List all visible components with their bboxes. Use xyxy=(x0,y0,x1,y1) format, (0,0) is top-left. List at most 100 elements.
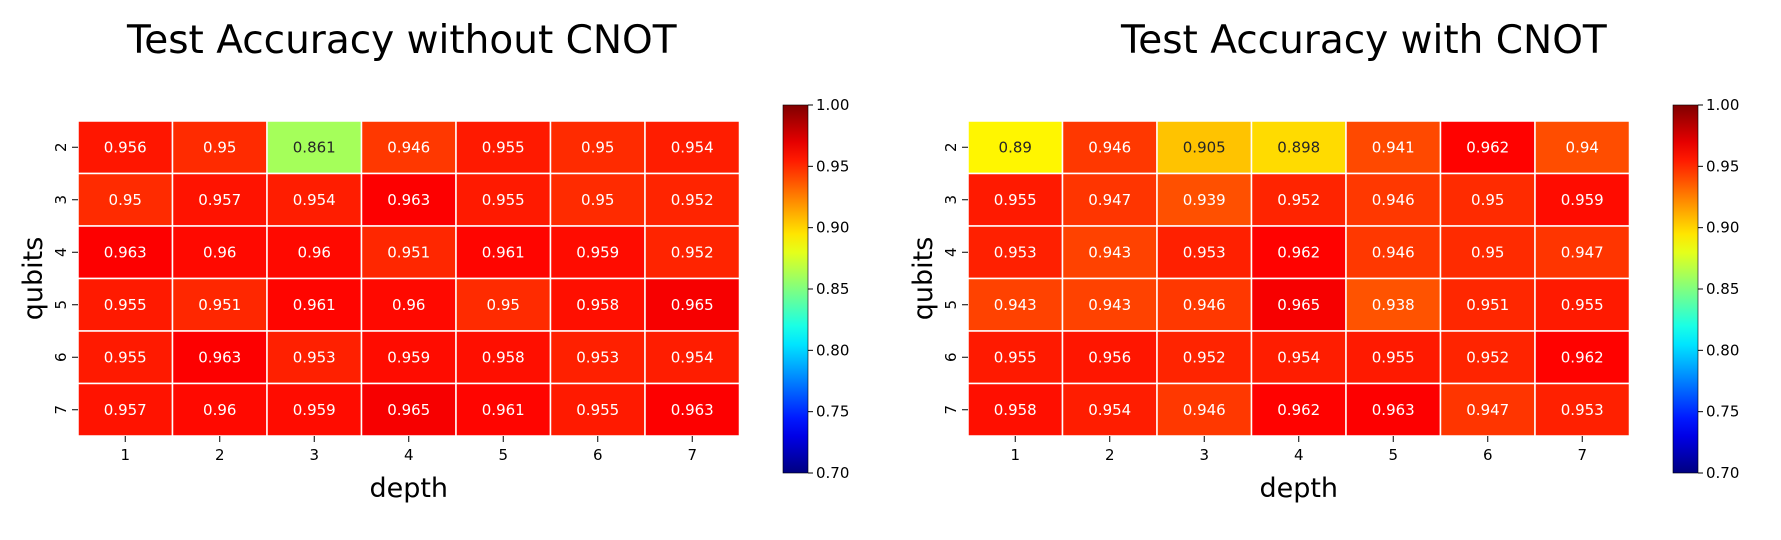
heatmap-cell xyxy=(1439,225,1536,280)
cell-label: 0.946 xyxy=(1372,191,1415,209)
x-tick-label: 7 xyxy=(1577,446,1587,464)
x-tick-label: 2 xyxy=(215,446,225,464)
heatmap-cell xyxy=(1250,277,1347,332)
heatmap-cell xyxy=(549,225,646,280)
y-tick-label: 5 xyxy=(942,300,960,310)
cell-label: 0.947 xyxy=(1561,243,1604,261)
cell-label: 0.953 xyxy=(1561,401,1604,419)
cell-label: 0.962 xyxy=(1277,243,1320,261)
x-tick-label: 4 xyxy=(404,446,414,464)
cell-label: 0.951 xyxy=(1466,296,1509,314)
x-tick-label: 1 xyxy=(120,446,130,464)
heatmap-cell xyxy=(1156,172,1253,227)
heatmap-svg: 0.89 0.946 0.905 0.898 0.941 0.962 0.940.955 0.… xyxy=(908,96,1739,504)
cell-label: 0.959 xyxy=(1561,191,1604,209)
cell-label: 0.95 xyxy=(581,138,614,156)
heatmap-cell xyxy=(77,120,174,175)
heatmap-cell xyxy=(1061,120,1158,175)
cell-label: 0.946 xyxy=(1183,296,1226,314)
cell-label: 0.95 xyxy=(109,191,142,209)
colorbar xyxy=(782,104,809,474)
heatmap-cell xyxy=(266,172,363,227)
colorbar-tick-label: 0.90 xyxy=(816,219,849,237)
heatmap-cell xyxy=(1534,225,1631,280)
colorbar xyxy=(1672,104,1699,474)
heatmap-cell xyxy=(360,382,457,437)
cell-label: 0.955 xyxy=(1561,296,1604,314)
cell-label: 0.953 xyxy=(1183,243,1226,261)
heatmap-cell xyxy=(171,120,268,175)
heatmap-cell xyxy=(1250,172,1347,227)
cell-label: 0.898 xyxy=(1277,138,1320,156)
cell-label: 0.96 xyxy=(203,401,236,419)
y-tick-label: 4 xyxy=(942,247,960,257)
cell-label: 0.951 xyxy=(387,243,430,261)
x-tick-label: 7 xyxy=(687,446,697,464)
colorbar-tick-label: 0.75 xyxy=(1706,403,1739,421)
heatmap-cell xyxy=(1250,382,1347,437)
heatmap-cell xyxy=(1061,277,1158,332)
cell-label: 0.96 xyxy=(392,296,425,314)
cell-label: 0.965 xyxy=(387,401,430,419)
heatmap-cell xyxy=(77,277,174,332)
colorbar-tick-label: 0.85 xyxy=(1706,280,1739,298)
cell-label: 0.965 xyxy=(671,296,714,314)
heatmap-cell xyxy=(266,225,363,280)
y-tick-label: 6 xyxy=(52,352,70,362)
colorbar-tick-label: 0.95 xyxy=(1706,157,1739,175)
y-tick-label: 3 xyxy=(942,195,960,205)
heatmap-cell xyxy=(549,277,646,332)
x-axis-label: depth xyxy=(1259,473,1338,504)
heatmap-cell xyxy=(77,382,174,437)
cell-label: 0.955 xyxy=(104,348,147,366)
cell-label: 0.955 xyxy=(576,401,619,419)
cell-label: 0.953 xyxy=(293,348,336,366)
cell-label: 0.952 xyxy=(671,191,714,209)
cell-label: 0.96 xyxy=(298,243,331,261)
cell-label: 0.962 xyxy=(1561,348,1604,366)
cell-label: 0.961 xyxy=(293,296,336,314)
heatmap-cell xyxy=(1250,120,1347,175)
cell-label: 0.947 xyxy=(1466,401,1509,419)
colorbar-tick-label: 0.70 xyxy=(1706,464,1739,482)
cell-label: 0.954 xyxy=(671,138,714,156)
heatmap-cell xyxy=(644,172,741,227)
cell-label: 0.962 xyxy=(1466,138,1509,156)
heatmap-cell xyxy=(455,225,552,280)
cell-label: 0.957 xyxy=(104,401,147,419)
cell-label: 0.956 xyxy=(104,138,147,156)
cell-label: 0.941 xyxy=(1372,138,1415,156)
cell-label: 0.943 xyxy=(1088,296,1131,314)
x-tick-label: 3 xyxy=(309,446,319,464)
x-tick-label: 1 xyxy=(1010,446,1020,464)
cell-label: 0.95 xyxy=(1471,243,1504,261)
heatmap-cell xyxy=(171,382,268,437)
heatmap-cell xyxy=(644,382,741,437)
x-tick-label: 3 xyxy=(1199,446,1209,464)
heatmap-cell xyxy=(266,330,363,385)
y-tick-label: 3 xyxy=(52,195,70,205)
heatmap-cell xyxy=(1345,330,1442,385)
heatmap-cell xyxy=(455,172,552,227)
cell-label: 0.963 xyxy=(198,348,241,366)
colorbar-tick-label: 0.80 xyxy=(1706,341,1739,359)
cell-label: 0.954 xyxy=(671,348,714,366)
y-tick-label: 5 xyxy=(52,300,70,310)
cell-label: 0.956 xyxy=(1088,348,1131,366)
cell-label: 0.952 xyxy=(1277,191,1320,209)
cell-label: 0.953 xyxy=(994,243,1037,261)
cell-label: 0.958 xyxy=(576,296,619,314)
cell-label: 0.954 xyxy=(1088,401,1131,419)
cell-label: 0.905 xyxy=(1183,138,1226,156)
cell-label: 0.955 xyxy=(994,348,1037,366)
y-tick-label: 2 xyxy=(942,142,960,152)
cell-label: 0.954 xyxy=(1277,348,1320,366)
cell-label: 0.963 xyxy=(104,243,147,261)
heatmap-cell xyxy=(1061,382,1158,437)
x-tick-label: 2 xyxy=(1105,446,1115,464)
cell-label: 0.955 xyxy=(482,138,525,156)
heatmap-cell xyxy=(644,277,741,332)
heatmap-cell xyxy=(1345,225,1442,280)
x-tick-label: 5 xyxy=(498,446,508,464)
x-tick-label: 6 xyxy=(593,446,603,464)
